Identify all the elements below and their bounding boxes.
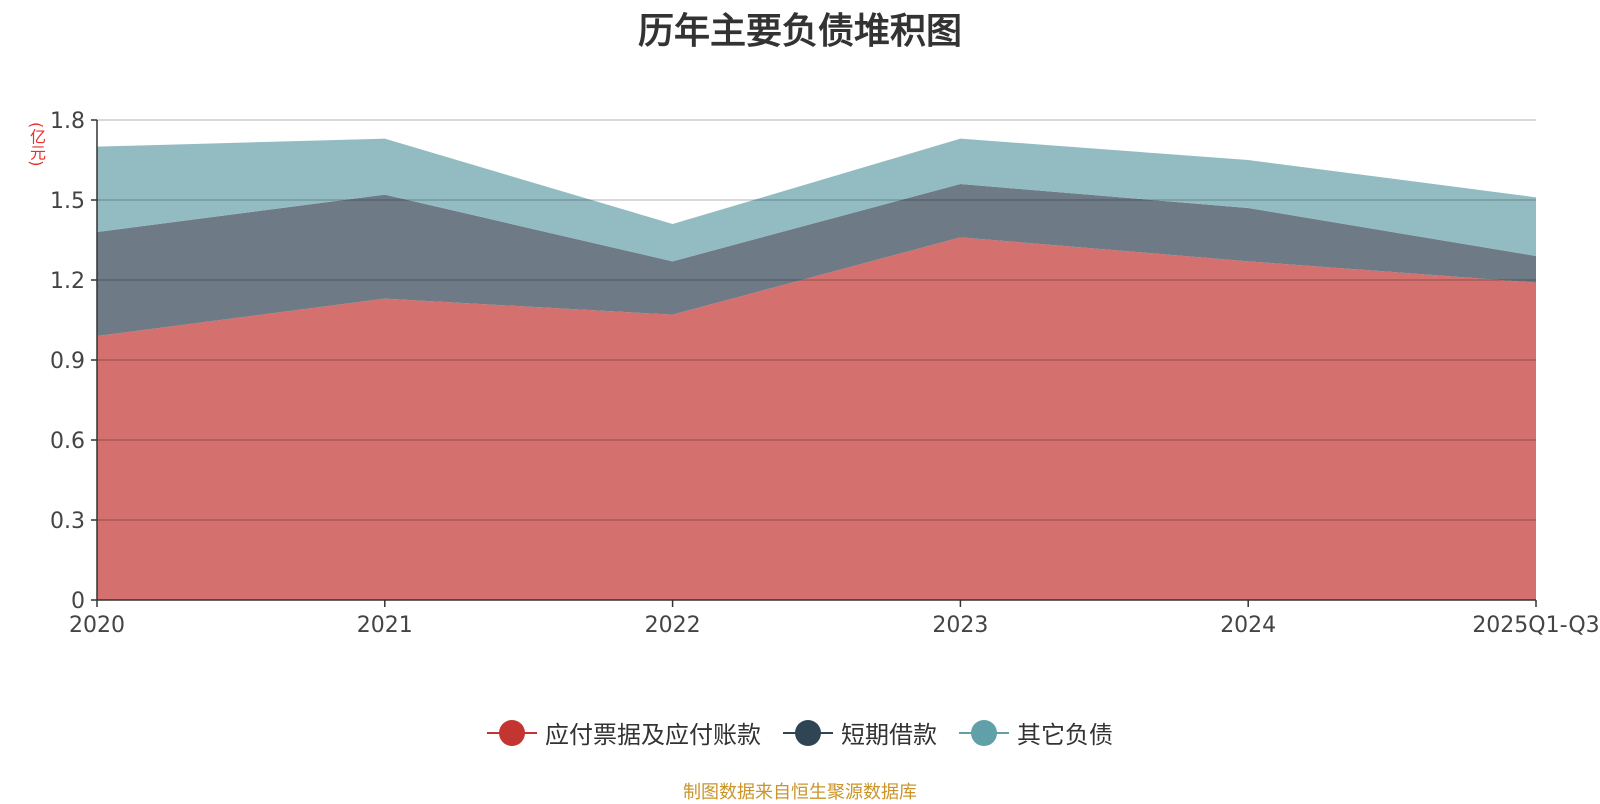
chart-legend: 应付票据及应付账款 短期借款 其它负债 bbox=[0, 715, 1600, 750]
legend-label-short-term-loans: 短期借款 bbox=[841, 721, 937, 749]
legend-item-short-term-loans[interactable]: 短期借款 bbox=[783, 715, 937, 750]
x-tick-label: 2024 bbox=[1220, 613, 1276, 638]
area-series-1 bbox=[97, 184, 1536, 336]
chart-title: 历年主要负债堆积图 bbox=[637, 11, 962, 52]
x-tick-label: 2021 bbox=[357, 613, 413, 638]
y-tick-label: 0.6 bbox=[50, 429, 85, 454]
legend-item-payables[interactable]: 应付票据及应付账款 bbox=[487, 715, 761, 750]
x-tick-label: 2022 bbox=[645, 613, 701, 638]
y-tick-label: 1.2 bbox=[50, 269, 85, 294]
area-series-0 bbox=[97, 237, 1536, 601]
x-tick-label: 2025Q1-Q3 bbox=[1472, 613, 1599, 638]
legend-marker-short-term-loans bbox=[783, 718, 833, 748]
y-tick-label: 0 bbox=[71, 589, 85, 614]
data-source-note: 制图数据来自恒生聚源数据库 bbox=[683, 782, 917, 803]
legend-marker-payables bbox=[487, 718, 537, 748]
y-tick-label: 0.9 bbox=[50, 349, 85, 374]
legend-label-payables: 应付票据及应付账款 bbox=[545, 721, 761, 749]
area-series-2 bbox=[97, 138, 1536, 262]
y-tick-label: 1.5 bbox=[50, 189, 85, 214]
y-tick-label: 0.3 bbox=[50, 509, 85, 534]
legend-label-other-liabilities: 其它负债 bbox=[1017, 721, 1113, 749]
y-axis-unit-label: (亿元) bbox=[27, 122, 46, 167]
legend-item-other-liabilities[interactable]: 其它负债 bbox=[959, 715, 1113, 750]
x-tick-label: 2023 bbox=[932, 613, 988, 638]
y-tick-label: 1.8 bbox=[50, 109, 85, 134]
x-tick-label: 2020 bbox=[69, 613, 125, 638]
legend-marker-other-liabilities bbox=[959, 718, 1009, 748]
